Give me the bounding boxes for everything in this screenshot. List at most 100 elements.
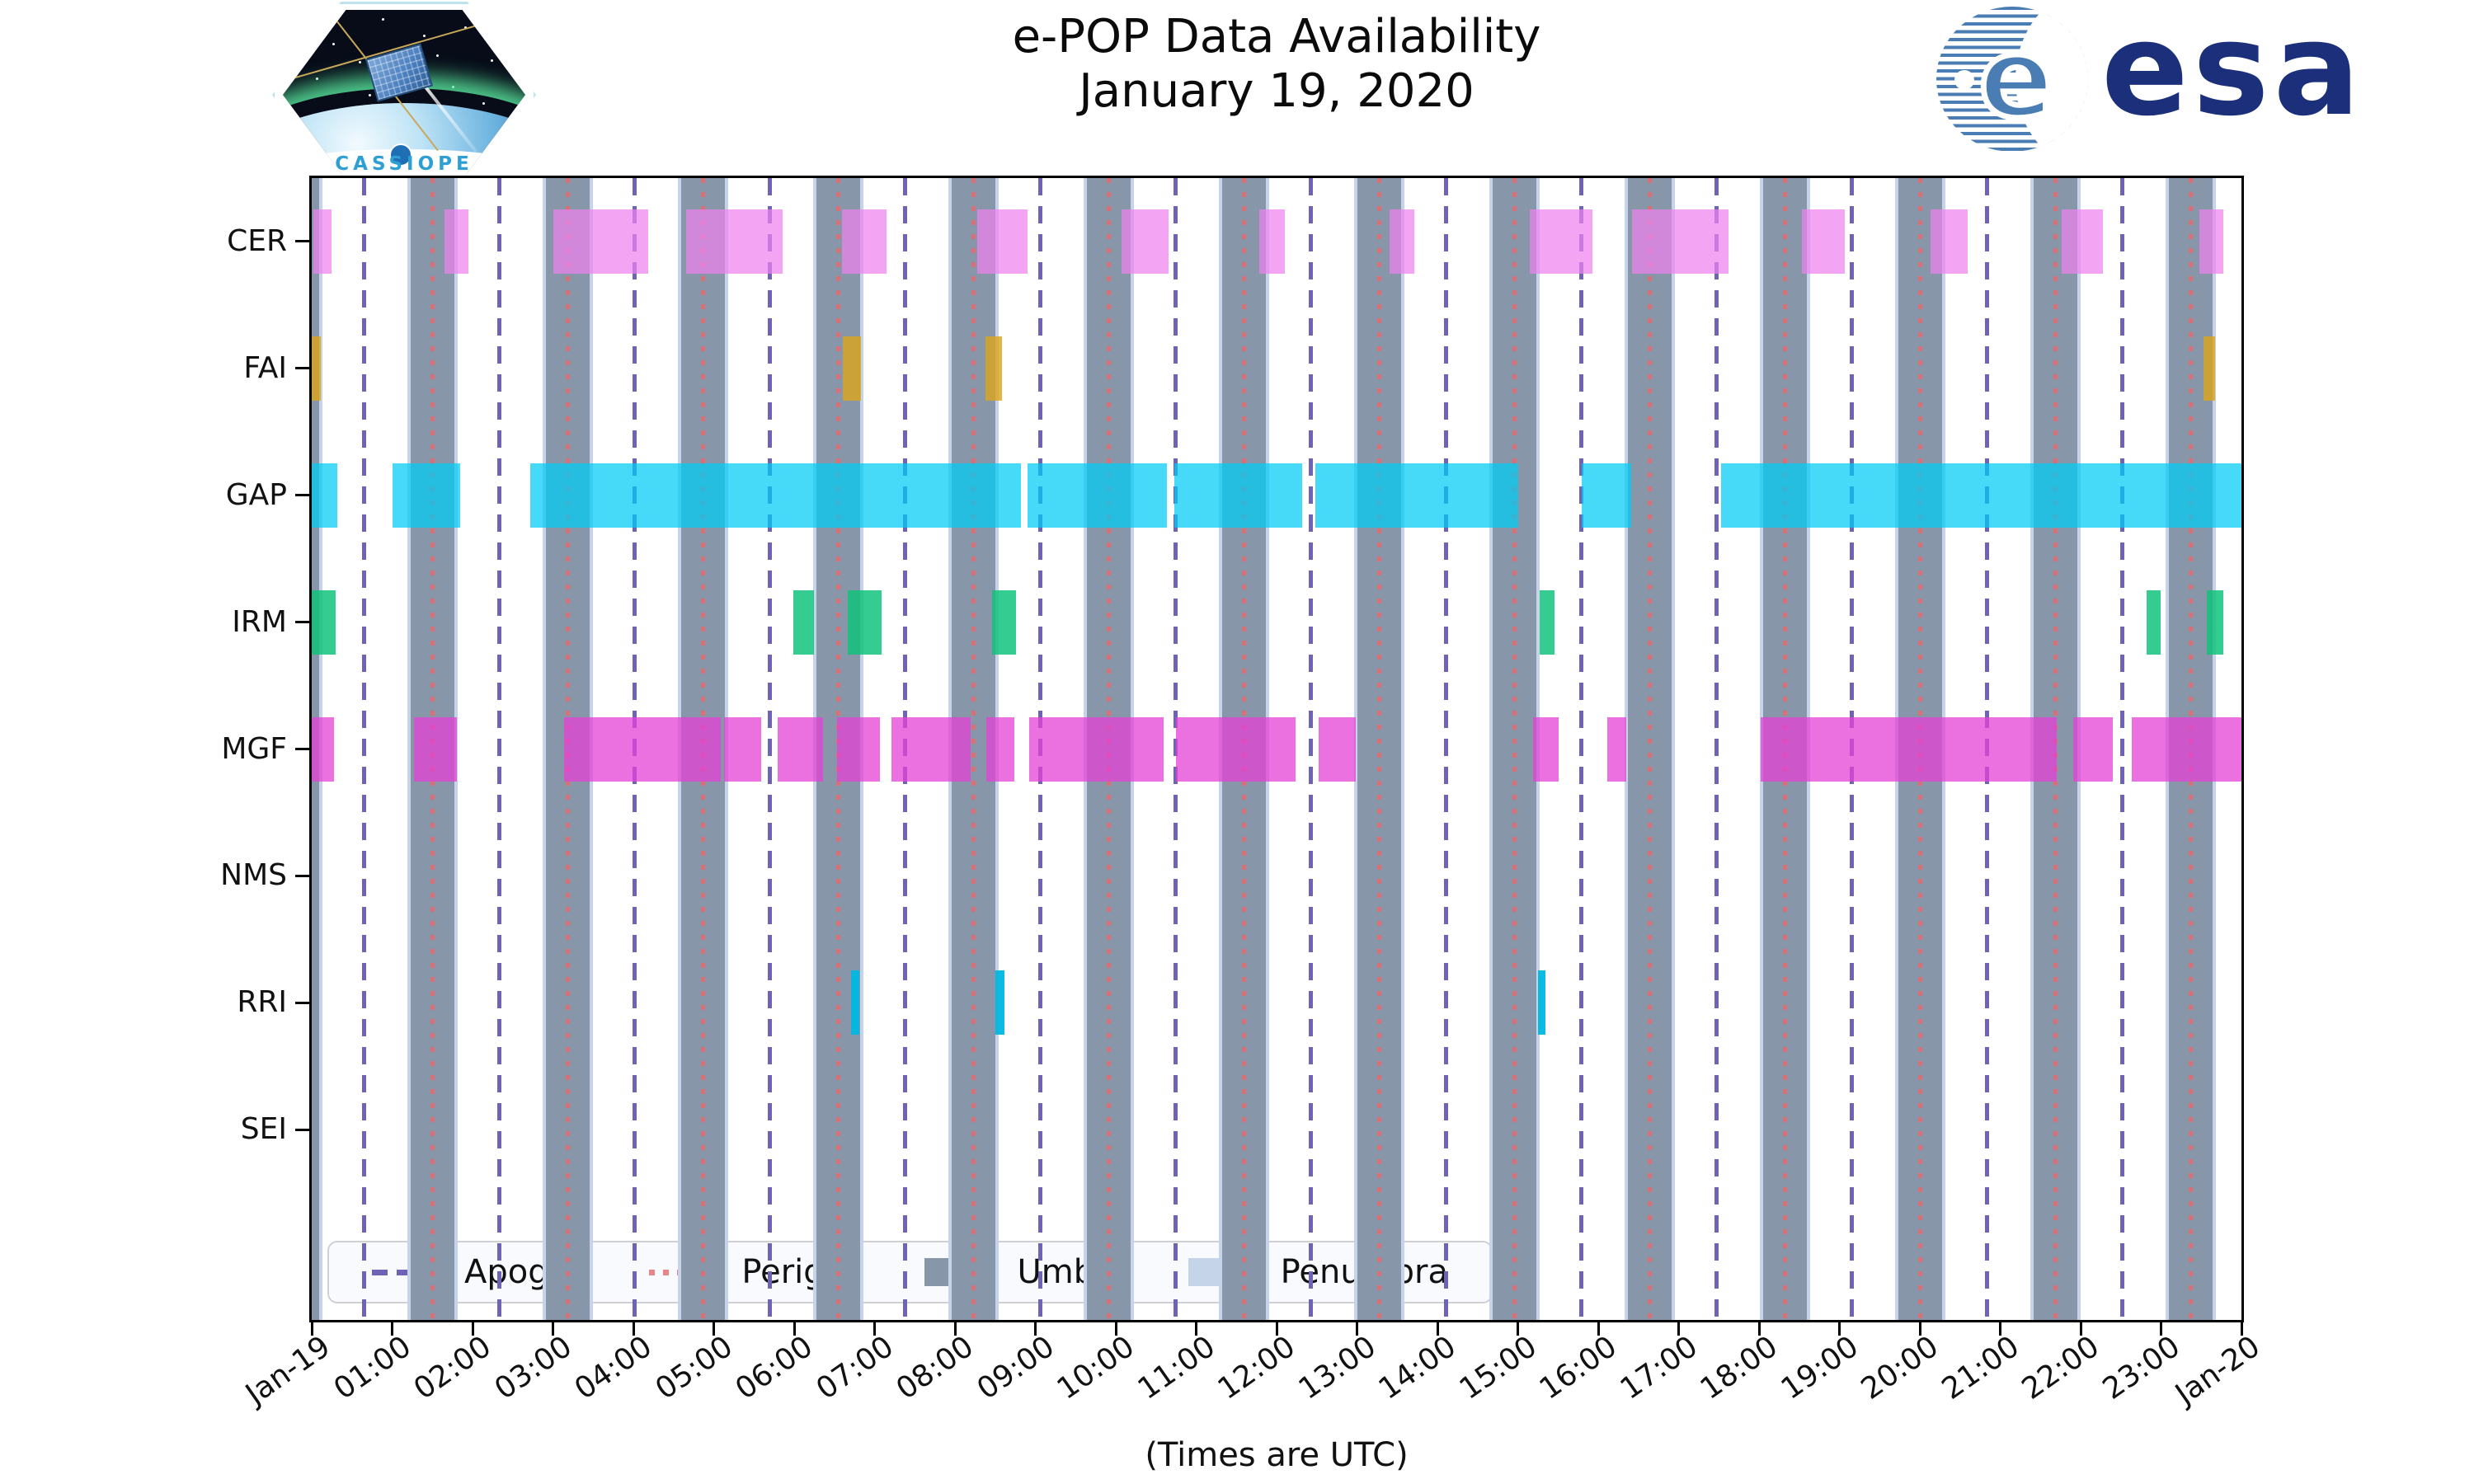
availability-bar-GAP <box>1174 463 1303 528</box>
legend-apogee-sample-icon <box>372 1269 443 1275</box>
x-tick <box>1918 1322 1921 1336</box>
availability-bar-MGF <box>1176 716 1296 782</box>
availability-bar-IRM <box>793 589 815 655</box>
availability-bar-CER <box>1530 209 1593 274</box>
availability-bar-MGF <box>2073 716 2113 782</box>
availability-bar-CER <box>1930 209 1968 274</box>
apogee-line <box>768 178 773 1320</box>
availability-bar-MGF <box>1533 716 1559 782</box>
availability-bar-CER <box>1121 209 1169 274</box>
availability-bar-GAP <box>530 463 1021 528</box>
y-axis-label-SEI: SEI <box>240 1112 287 1147</box>
x-tick <box>1757 1322 1761 1336</box>
availability-bar-CER <box>444 209 469 274</box>
y-tick <box>295 1128 309 1131</box>
availability-bar-GAP <box>1315 463 1519 528</box>
perigee-line <box>1377 178 1381 1320</box>
x-tick <box>793 1322 796 1336</box>
penumbra-band <box>543 178 547 1320</box>
availability-bar-CER <box>1258 209 1285 274</box>
apogee-line <box>497 178 502 1320</box>
x-tick <box>632 1322 635 1336</box>
availability-bar-MGF <box>413 716 458 782</box>
x-axis-title: (Times are UTC) <box>1145 1436 1409 1474</box>
x-tick <box>1677 1322 1680 1336</box>
availability-bar-MGF <box>986 716 1015 782</box>
x-tick <box>2160 1322 2162 1336</box>
x-tick <box>2240 1322 2243 1336</box>
page-title: e-POP Data Availability <box>1012 10 1541 63</box>
y-axis-label-RRI: RRI <box>237 985 287 1020</box>
availability-bar-MGF <box>1760 716 2057 782</box>
availability-bar-FAI <box>985 336 1002 401</box>
apogee-line <box>1309 178 1314 1320</box>
availability-bar-FAI <box>842 336 861 401</box>
availability-bar-MGF <box>724 716 762 782</box>
x-tick <box>1838 1322 1841 1336</box>
apogee-line <box>1174 178 1178 1320</box>
availability-bar-GAP <box>1721 463 2241 528</box>
y-axis-label-FAI: FAI <box>243 350 287 385</box>
esa-logo: e esa <box>1936 0 2364 152</box>
perigee-line <box>971 178 976 1320</box>
penumbra-band <box>1400 178 1404 1320</box>
penumbra-band <box>1625 178 1629 1320</box>
availability-bar-MGF <box>1028 716 1164 782</box>
availability-bar-GAP <box>1581 463 1631 528</box>
x-tick <box>1436 1322 1439 1336</box>
esa-wordmark: esa <box>2101 0 2364 144</box>
x-tick <box>471 1322 474 1336</box>
availability-bar-IRM <box>312 589 336 655</box>
cassiope-label: CASSIOPE <box>335 153 473 175</box>
esa-e-glyph: e <box>1976 14 2057 143</box>
x-tick <box>391 1322 393 1336</box>
y-axis-label-IRM: IRM <box>232 604 287 639</box>
availability-bar-IRM <box>2146 589 2161 655</box>
availability-bar-MGF <box>312 716 335 782</box>
x-tick <box>1034 1322 1037 1336</box>
apogee-line <box>1444 178 1449 1320</box>
x-tick <box>1195 1322 1197 1336</box>
availability-bar-MGF <box>1318 716 1356 782</box>
availability-bar-CER <box>1631 209 1729 274</box>
availability-bar-CER <box>2061 209 2104 274</box>
x-tick <box>310 1322 313 1336</box>
x-tick <box>1517 1322 1519 1336</box>
esa-crescent-graphic <box>2015 7 2088 152</box>
availability-bar-MGF <box>2132 716 2241 782</box>
penumbra-band <box>1489 178 1493 1320</box>
availability-bar-CER <box>553 209 648 274</box>
availability-bar-RRI <box>995 970 1005 1036</box>
availability-bar-MGF <box>1606 716 1627 782</box>
perigee-line <box>1647 178 1652 1320</box>
y-tick <box>295 1001 309 1004</box>
apogee-line <box>1579 178 1584 1320</box>
availability-bar-GAP <box>1027 463 1168 528</box>
availability-bar-CER <box>686 209 783 274</box>
y-tick <box>295 240 309 243</box>
csa-roundel-icon <box>389 143 413 167</box>
availability-bar-IRM <box>991 589 1017 655</box>
availability-bar-CER <box>2199 209 2223 274</box>
availability-bar-GAP <box>312 463 338 528</box>
availability-bar-CER <box>1389 209 1414 274</box>
availability-bar-CER <box>313 209 332 274</box>
availability-bar-MGF <box>564 716 722 782</box>
availability-bar-CER <box>841 209 887 274</box>
x-tick <box>953 1322 957 1336</box>
esa-globe-icon: e <box>1936 7 2088 152</box>
apogee-line <box>1714 178 1719 1320</box>
apogee-line <box>362 178 367 1320</box>
x-tick <box>552 1322 554 1336</box>
availability-bar-FAI <box>2204 336 2215 401</box>
availability-plot: ApogeePerigeeUmbraPenumbra <box>309 176 2244 1322</box>
x-tick <box>1356 1322 1358 1336</box>
y-tick <box>295 494 309 497</box>
x-tick <box>1275 1322 1278 1336</box>
availability-bar-CER <box>977 209 1028 274</box>
penumbra-band <box>1354 178 1358 1320</box>
chart-title-block: e-POP Data Availability January 19, 2020 <box>312 10 2241 119</box>
availability-bar-IRM <box>1539 589 1555 655</box>
x-tick <box>1597 1322 1600 1336</box>
y-axis-label-CER: CER <box>227 223 287 258</box>
